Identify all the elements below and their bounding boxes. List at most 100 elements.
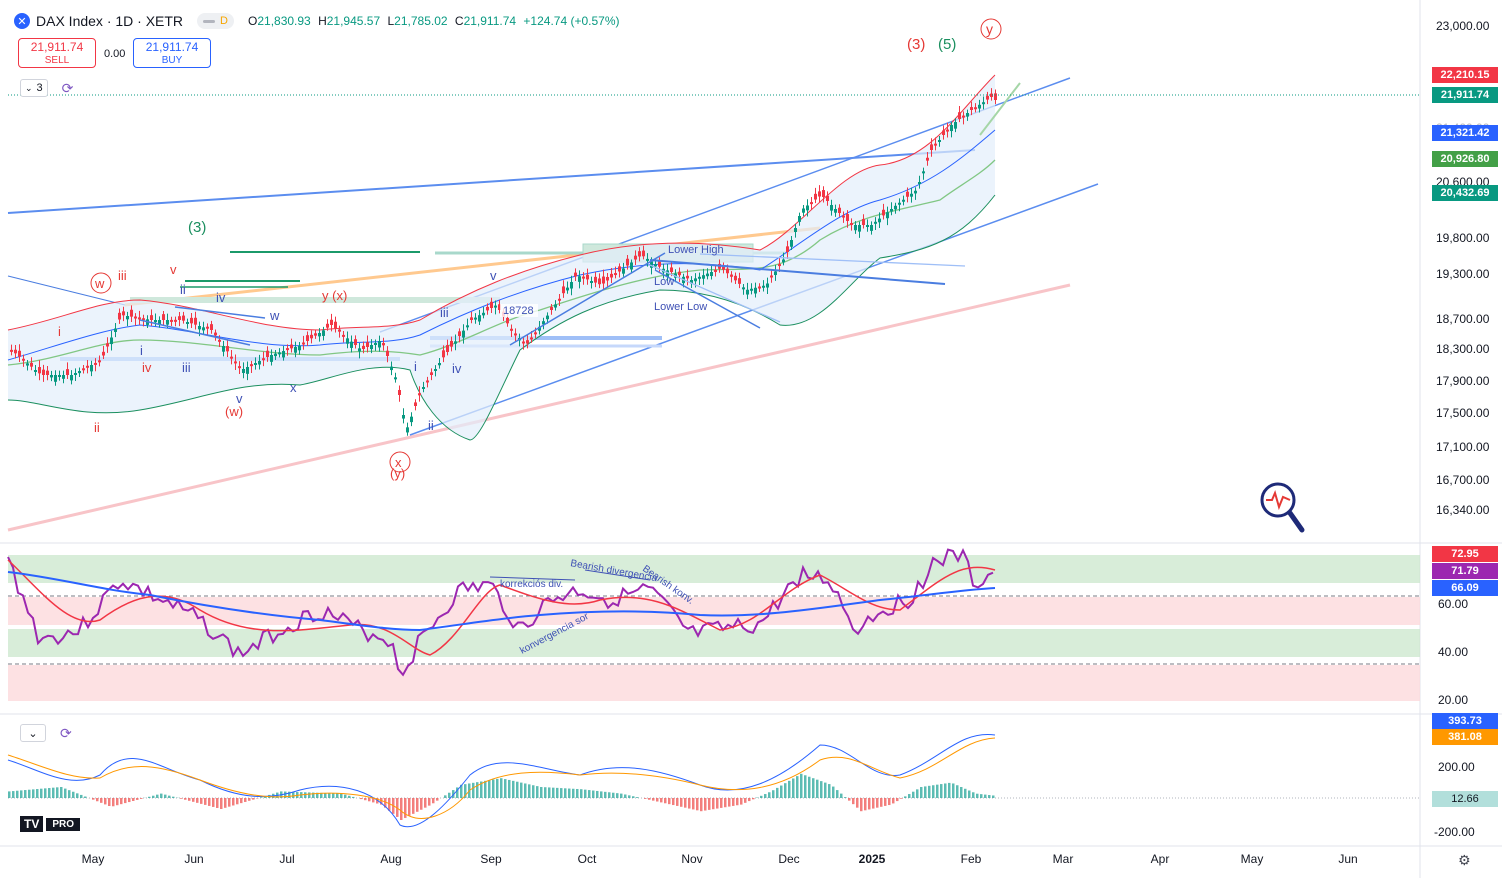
macd-bar [560, 788, 563, 798]
macd-bar [636, 797, 639, 798]
macd-bar [792, 778, 795, 798]
candle [10, 349, 13, 352]
candle [602, 276, 605, 284]
candle [122, 311, 125, 316]
macd-bar [508, 779, 511, 798]
interval-badge[interactable]: D [197, 13, 234, 29]
candle [74, 373, 77, 375]
health-magnifier-icon[interactable] [1260, 482, 1305, 533]
indicator-controls[interactable]: ⌄ 3 ⟳ [20, 79, 73, 97]
candle [522, 341, 525, 344]
ohlc-values: O21,830.93 H21,945.57 L21,785.02 C21,911… [248, 14, 620, 28]
candle [678, 271, 681, 276]
macd-bar [544, 787, 547, 798]
macd-bar [868, 798, 871, 810]
macd-bar [384, 798, 387, 808]
macd-bar [796, 776, 799, 798]
candle [302, 342, 305, 345]
refresh-icon[interactable]: ⟳ [60, 724, 72, 741]
candle [194, 317, 197, 325]
macd-bar [856, 798, 859, 808]
candle [618, 266, 621, 272]
settings-gear-icon[interactable]: ⚙ [1458, 852, 1471, 868]
chevron-down-icon[interactable]: ⌄ [20, 724, 46, 742]
candle [922, 171, 925, 174]
macd-bar [556, 787, 559, 798]
macd-pane[interactable] [7, 733, 1420, 828]
candle [186, 322, 189, 324]
candle [310, 334, 313, 339]
price-pane[interactable]: (3) (5) y (3) w iii v i iv ii v (w) x (y… [7, 18, 1420, 533]
macd-bar [496, 778, 499, 798]
macd-bar [204, 798, 207, 805]
candle [234, 361, 237, 364]
refresh-icon[interactable]: ⟳ [61, 79, 74, 96]
candle [830, 205, 833, 211]
macd-bar [344, 794, 347, 798]
macd-bar [988, 795, 991, 798]
macd-bar [72, 791, 75, 798]
macd-bar [460, 784, 463, 798]
macd-bar [872, 798, 875, 809]
macd-controls[interactable]: ⌄ ⟳ [20, 724, 72, 742]
macd-bar [500, 778, 503, 798]
candle [846, 214, 849, 221]
macd-bar [824, 782, 827, 798]
candle [18, 350, 21, 357]
macd-bar [760, 795, 763, 798]
macd-bar [656, 798, 659, 802]
candle [862, 218, 865, 225]
tradingview-logo[interactable]: TV PRO [20, 816, 81, 832]
macd-bar [932, 785, 935, 798]
wave-label: w [269, 308, 280, 323]
macd-bar [628, 795, 631, 798]
macd-bar [940, 784, 943, 798]
macd-bar [800, 773, 803, 798]
candle [782, 259, 785, 263]
low-value: 21,785.02 [394, 14, 448, 28]
sell-button[interactable]: 21,911.74 SELL [18, 38, 96, 68]
candle [622, 268, 625, 274]
rsi-pane[interactable]: Bearish divergencia Bearish konv. korrek… [7, 548, 1420, 701]
candle [354, 339, 357, 345]
wave-label: v [170, 262, 177, 277]
candle [658, 261, 661, 267]
candle [438, 363, 441, 366]
price-tag: 20,926.80 [1432, 151, 1498, 167]
macd-bar [308, 792, 311, 798]
macd-bar [100, 798, 103, 803]
candle [474, 317, 477, 320]
symbol-legend[interactable]: ✕ DAX Index · 1D · XETR D O21,830.93 H21… [14, 10, 620, 32]
buy-button[interactable]: 21,911.74 BUY [133, 38, 211, 68]
macd-bar [188, 798, 191, 801]
wave-label: ii [428, 418, 434, 433]
candle [138, 317, 141, 320]
indicators-toggle[interactable]: ⌄ 3 [20, 79, 48, 97]
time-tick: Mar [1052, 852, 1074, 866]
candle [182, 315, 185, 321]
time-tick: Oct [577, 852, 597, 866]
candle [886, 212, 889, 219]
macd-bar [576, 788, 579, 798]
price-tag: 21,321.42 [1432, 125, 1498, 141]
candle [646, 258, 649, 261]
wave-label: v [490, 268, 497, 283]
symbol-title[interactable]: DAX Index · 1D · XETR [36, 13, 184, 29]
macd-bar [208, 798, 211, 806]
chart-note: Lower Low [654, 301, 707, 313]
candle [370, 345, 373, 350]
candle [614, 273, 617, 276]
spread-value: 0.00 [104, 48, 126, 60]
wave-label: iv [452, 361, 462, 376]
candle [534, 332, 537, 335]
candle [178, 316, 181, 320]
macd-bar [396, 798, 399, 817]
candle [802, 208, 805, 213]
candle [630, 262, 633, 270]
candle [870, 225, 873, 231]
macd-bar [876, 798, 879, 808]
candle [78, 371, 81, 374]
candle [130, 309, 133, 317]
wave-label: i [58, 324, 61, 339]
